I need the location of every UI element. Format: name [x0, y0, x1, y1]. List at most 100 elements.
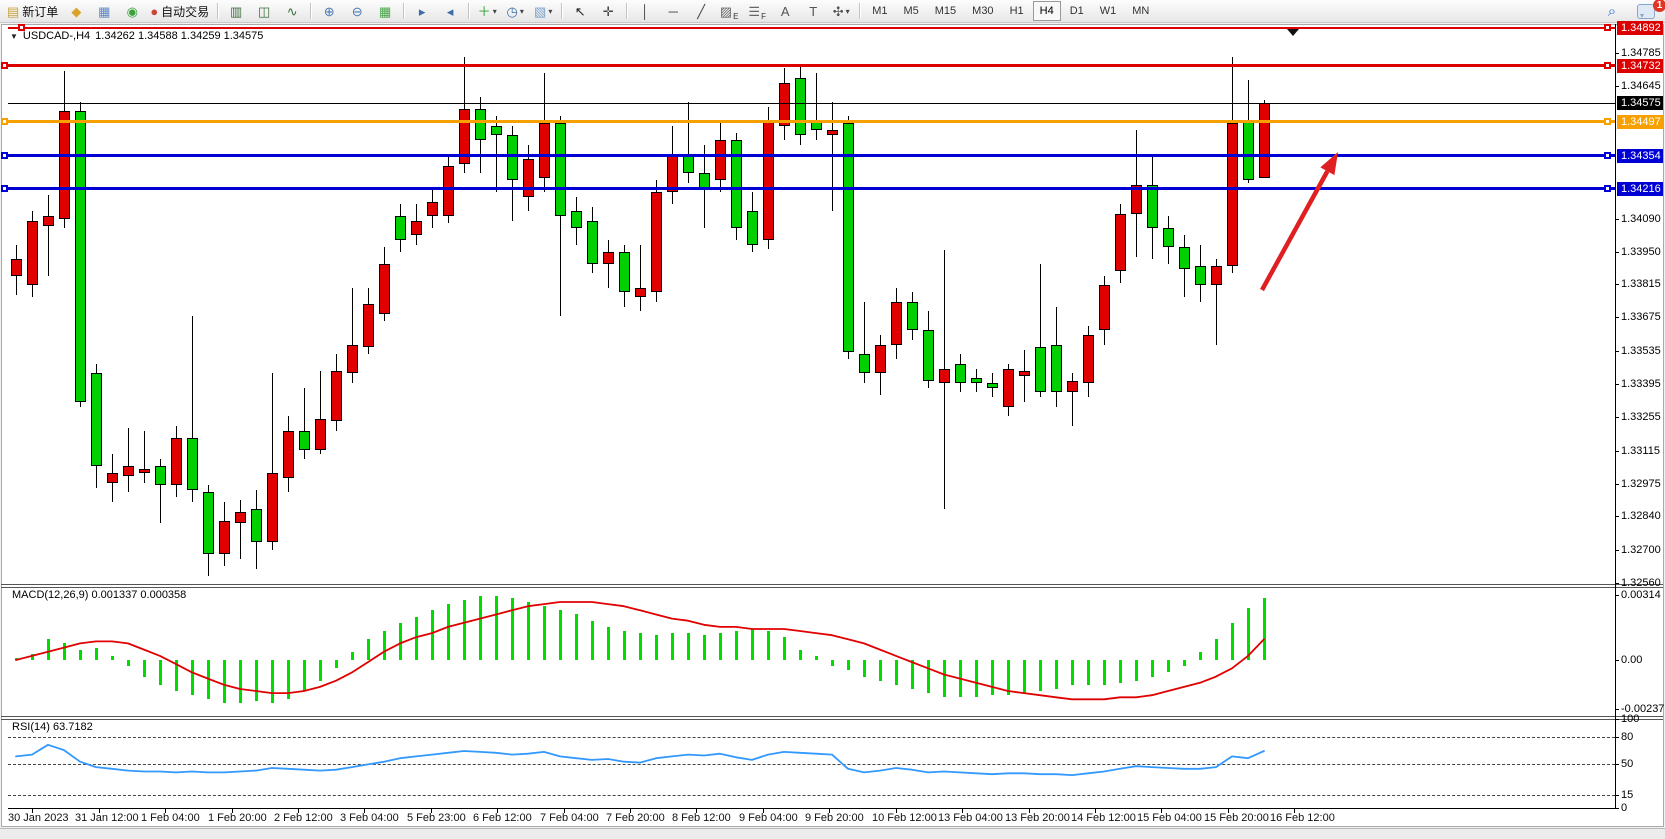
bar-chart-button[interactable]: ▥ — [222, 1, 250, 22]
date-label: 2 Feb 12:00 — [274, 812, 333, 824]
date-label: 3 Feb 04:00 — [340, 812, 399, 824]
search-button[interactable]: ⌕ — [1598, 1, 1626, 22]
axis-tick-label: 1.32975 — [1621, 478, 1661, 491]
price-line-1.34216[interactable] — [8, 187, 1615, 191]
line-handle[interactable] — [1604, 118, 1611, 126]
macd-bar — [1247, 608, 1250, 660]
macd-bar — [1055, 660, 1058, 689]
macd-bar — [559, 610, 562, 660]
pane-separator[interactable] — [1, 587, 1663, 588]
indicators-button[interactable]: ＋ ▾ — [473, 1, 501, 22]
pane-separator[interactable] — [1, 584, 1663, 585]
text-label-button[interactable]: T — [799, 1, 827, 22]
date-label: 15 Feb 04:00 — [1137, 812, 1202, 824]
date-label: 1 Feb 20:00 — [208, 812, 267, 824]
macd-bar — [159, 660, 162, 685]
price-line-1.34497[interactable] — [8, 120, 1615, 124]
macd-bar — [863, 660, 866, 677]
tile-windows-button[interactable]: ▦ — [371, 1, 399, 22]
candle — [75, 111, 86, 402]
macd-bar — [1151, 660, 1154, 677]
templates-button[interactable]: ▧ ▾ — [529, 1, 557, 22]
line-handle[interactable] — [1, 185, 8, 193]
line-handle[interactable] — [1604, 185, 1611, 193]
candle — [635, 287, 646, 298]
channel-button[interactable]: ▨ E — [715, 1, 743, 22]
crosshair-button[interactable]: ✛ — [594, 1, 622, 22]
macd-bar — [495, 595, 498, 660]
price-line-1.34354[interactable] — [8, 154, 1615, 158]
cursor-button[interactable]: ↖ — [566, 1, 594, 22]
candle — [763, 120, 774, 240]
date-tick — [630, 808, 631, 813]
text-button[interactable]: A — [771, 1, 799, 22]
pane-separator[interactable] — [1, 716, 1663, 717]
date-tick — [1029, 808, 1030, 813]
rsi-axis-label: 15 — [1621, 788, 1634, 801]
line-handle[interactable] — [1604, 152, 1611, 160]
trendline-button[interactable]: ╱ — [687, 1, 715, 22]
timeframe-m15-button[interactable]: M15 — [934, 5, 957, 17]
pane-separator[interactable] — [1, 719, 1663, 720]
line-handle[interactable] — [1, 152, 8, 160]
toolbar-separator — [561, 3, 563, 19]
line-handle[interactable] — [1604, 62, 1611, 70]
candle — [1099, 285, 1110, 331]
chart-shift-button[interactable]: ◂ — [436, 1, 464, 22]
macd-bar — [1007, 660, 1010, 696]
toolbar-separator — [403, 3, 405, 19]
line-handle[interactable] — [1604, 24, 1611, 31]
vertical-line-button[interactable]: │ — [631, 1, 659, 22]
trend-arrow-head[interactable] — [1320, 152, 1338, 176]
price-line-1.34892[interactable] — [8, 26, 1615, 29]
chat-button[interactable]: 1 — [1632, 0, 1665, 22]
price-line-1.34732[interactable] — [8, 64, 1615, 68]
macd-bar — [31, 653, 34, 660]
zoom-in-button[interactable]: ⊕ — [315, 1, 343, 22]
timeframe-w1-button[interactable]: W1 — [1099, 5, 1117, 17]
chat-icon — [1637, 4, 1655, 19]
macd-bar — [831, 660, 834, 667]
data-window-button[interactable]: ▦ — [90, 1, 118, 22]
timeframe-m1-button[interactable]: M1 — [872, 5, 888, 17]
candle — [427, 201, 438, 217]
chevron-down-icon[interactable]: ▼ — [10, 31, 18, 41]
axis-tick-label: 1.32700 — [1621, 543, 1661, 556]
candle-wick — [687, 101, 689, 183]
candlestick-icon: ◫ — [258, 3, 271, 19]
toolbar-separator — [310, 3, 312, 19]
timeframe-h1-button[interactable]: H1 — [1009, 5, 1024, 17]
macd-bar — [335, 660, 338, 669]
timeframe-m30-button[interactable]: M30 — [972, 5, 994, 17]
zoom-out-button[interactable]: ⊖ — [343, 1, 371, 22]
line-handle[interactable] — [1, 62, 8, 70]
fibonacci-button[interactable]: ☰ F — [743, 1, 771, 22]
trend-arrow-shaft[interactable] — [1260, 170, 1330, 292]
market-watch-button[interactable]: ◆ — [62, 1, 90, 22]
date-tick — [99, 808, 100, 813]
candle — [1243, 120, 1254, 181]
candle — [571, 211, 582, 229]
line-chart-button[interactable]: ∿ — [278, 1, 306, 22]
new-order-button[interactable]: ▤ 新订单 — [3, 1, 62, 22]
navigator-button[interactable]: ◉ — [118, 1, 146, 22]
price-line-1.34575[interactable] — [8, 102, 1615, 104]
timeframe-mn-button[interactable]: MN — [1132, 5, 1150, 17]
arrows-button[interactable]: ✣ ▾ — [827, 1, 855, 22]
horizontal-line-button[interactable]: ─ — [659, 1, 687, 22]
autotrading-button[interactable]: ● 自动交易 — [146, 1, 213, 22]
auto-scroll-button[interactable]: ▸ — [408, 1, 436, 22]
macd-bar — [751, 628, 754, 660]
macd-bar — [127, 660, 130, 667]
periods-button[interactable]: ◷ ▾ — [501, 1, 529, 22]
axis-tick — [1615, 763, 1619, 765]
axis-tick — [1615, 251, 1619, 253]
line-handle[interactable] — [1, 118, 8, 126]
timeframe-h4-button[interactable]: H4 — [1032, 1, 1061, 21]
line-handle[interactable] — [18, 24, 25, 31]
candle — [475, 108, 486, 140]
timeframe-m5-button[interactable]: M5 — [903, 5, 919, 17]
timeframe-d1-button[interactable]: D1 — [1069, 5, 1084, 17]
candlestick-chart-button[interactable]: ◫ — [250, 1, 278, 22]
axis-tick — [1615, 218, 1619, 220]
